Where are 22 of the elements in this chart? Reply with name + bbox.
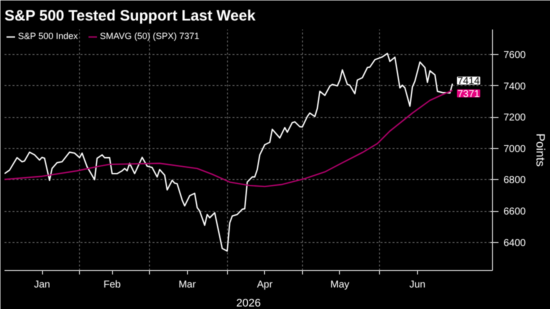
line-series (4, 52, 454, 252)
y-tick-label: 6800 (504, 175, 526, 186)
x-tick-label: Feb (103, 280, 122, 290)
chart-title: S&P 500 Tested Support Last Week (4, 8, 256, 24)
y-tick-label: 7400 (504, 81, 526, 92)
y-axis-title: Points (534, 133, 548, 167)
y-tick-label: 7000 (504, 144, 526, 155)
line-series (4, 90, 454, 188)
y-tick-label: 7600 (504, 50, 526, 62)
x-tick-label: Mar (178, 280, 196, 290)
x-tick-label: Jan (34, 280, 50, 290)
x-tick-label: Apr (256, 280, 274, 290)
y-tick-label: 6600 (504, 206, 526, 218)
annotation: 7371 (457, 88, 480, 100)
y-tick-label: 7200 (504, 112, 526, 124)
x-tick-label: Jun (409, 280, 426, 290)
legend-label: S&P 500 Index (18, 31, 78, 41)
x-axis-title: 2026 (236, 298, 261, 309)
annotation: 7414 (457, 76, 480, 88)
legend-label: SMAVG (50) (SPX) 7371 (100, 31, 200, 41)
x-tick-label: May (330, 280, 350, 290)
y-tick-label: 6400 (504, 238, 526, 249)
